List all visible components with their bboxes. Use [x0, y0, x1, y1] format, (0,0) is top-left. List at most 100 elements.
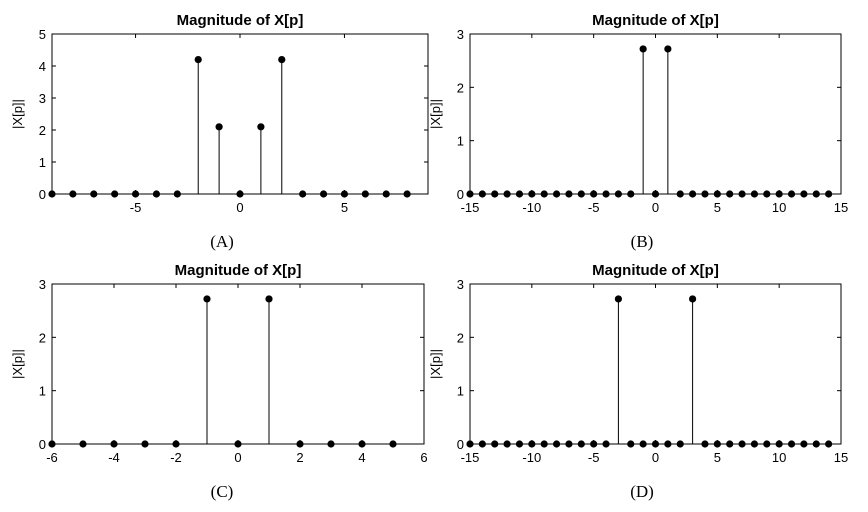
stem-marker	[763, 440, 771, 448]
y-tick-label: 4	[39, 59, 46, 74]
panel-caption: (B)	[630, 232, 654, 251]
chart-svg: Magnitude of X[p] |X[p]| -5 0 5 0 1 2 3 4 5	[10, 12, 429, 215]
y-tick-label: 0	[39, 187, 46, 202]
chart-panel: Magnitude of X[p] |X[p]| -15 -10 -5 0 5 10 15 0 1 2…	[428, 0, 868, 232]
stem-marker	[299, 190, 307, 198]
stem-marker	[215, 123, 223, 131]
y-tick-label: 1	[39, 155, 46, 170]
stem-marker	[651, 440, 660, 448]
panel-caption: (C)	[210, 482, 234, 501]
y-tick-label: 2	[457, 330, 464, 345]
x-tick-label: 0	[652, 450, 659, 465]
stem-marker	[172, 440, 180, 448]
stem-marker	[203, 295, 211, 303]
y-tick-label: 1	[39, 384, 46, 399]
stem-marker	[627, 190, 635, 198]
stem-marker	[775, 440, 783, 448]
stem-marker	[340, 190, 349, 198]
y-tick-label: 1	[457, 384, 464, 399]
stem-marker	[800, 440, 808, 448]
x-tick-label: 15	[834, 200, 848, 215]
stem-marker	[358, 440, 366, 448]
stem-marker	[689, 295, 697, 303]
stem-marker	[614, 295, 622, 303]
x-tick-label: 0	[234, 450, 241, 465]
stem-marker	[825, 440, 833, 448]
stem-marker	[131, 190, 140, 198]
stem-marker	[236, 190, 244, 198]
x-tick-label: 5	[714, 200, 721, 215]
stem-marker	[528, 440, 536, 448]
plot-frame	[51, 283, 425, 445]
chart-panel: Magnitude of X[p] |X[p]| -15 -10 -5 0 5 10 15 0 1 2…	[428, 254, 868, 486]
stem-marker	[825, 190, 833, 198]
x-tick-label: -15	[461, 450, 480, 465]
chart-panel: Magnitude of X[p] |X[p]| -5 0 5 0 1 2 3 4 5	[0, 0, 434, 232]
y-tick-label: 2	[39, 330, 46, 345]
stem-marker	[389, 440, 397, 448]
stem-marker	[738, 190, 746, 198]
stem-marker	[590, 190, 598, 198]
x-tick-label: 6	[420, 450, 427, 465]
stem-marker	[602, 440, 610, 448]
stem-marker	[403, 190, 411, 198]
y-tick-label: 2	[457, 80, 464, 95]
stem-marker	[664, 440, 672, 448]
chart-title: Magnitude of X[p]	[592, 12, 719, 29]
stem-marker	[110, 440, 118, 448]
stem-marker	[515, 440, 524, 448]
stem-marker	[738, 440, 746, 448]
x-tick-label: 10	[772, 450, 786, 465]
x-tick-label: -6	[46, 450, 58, 465]
stem-marker	[664, 45, 672, 53]
y-axis-label: |X[p]|	[10, 99, 25, 129]
stem-marker	[79, 440, 87, 448]
y-axis-label: |X[p]|	[428, 349, 443, 379]
x-tick-label: -10	[522, 450, 541, 465]
x-tick-label: -2	[170, 450, 182, 465]
x-tick-label: -4	[108, 450, 120, 465]
stem-marker	[726, 190, 734, 198]
stem-marker	[173, 190, 181, 198]
stem-marker	[478, 440, 486, 448]
stem-marker	[296, 440, 304, 448]
y-tick-label: 3	[457, 277, 464, 292]
y-tick-label: 0	[457, 437, 464, 452]
stem-marker	[382, 190, 390, 198]
chart-svg: Magnitude of X[p] |X[p]| -15 -10 -5 0 5 10 15 0 1 2…	[428, 12, 848, 215]
stem-marker	[528, 190, 536, 198]
stem-marker	[466, 190, 474, 198]
stem-marker	[361, 190, 369, 198]
stem-marker	[540, 190, 548, 198]
y-tick-label: 3	[39, 277, 46, 292]
x-tick-label: -5	[588, 200, 600, 215]
stem-marker	[627, 440, 635, 448]
stem-marker	[552, 190, 561, 198]
plot-frame	[469, 33, 842, 195]
stem-marker	[152, 190, 161, 198]
stem-marker	[319, 190, 328, 198]
stem-marker	[69, 190, 77, 198]
x-tick-label: 0	[652, 200, 659, 215]
stem-marker	[614, 190, 622, 198]
plot-frame	[469, 283, 842, 445]
stem-marker	[111, 190, 119, 198]
stem-marker	[602, 190, 610, 198]
stem-marker	[141, 440, 149, 448]
panel-caption: (A)	[210, 232, 234, 251]
stem-marker	[639, 440, 647, 448]
x-tick-label: -5	[588, 450, 600, 465]
x-tick-label: 5	[341, 200, 348, 215]
stem-marker	[194, 56, 202, 64]
stem-marker	[750, 190, 759, 198]
x-tick-label: -10	[522, 200, 541, 215]
stem-marker	[701, 440, 709, 448]
stem-marker	[639, 45, 647, 53]
stem-marker	[48, 440, 56, 448]
plot-frame	[51, 33, 429, 195]
chart-title: Magnitude of X[p]	[592, 262, 719, 279]
chart-panel: Magnitude of X[p] |X[p]| -6 -4 -2 0 2 4 6 0 1 2 3	[0, 254, 434, 486]
stem-marker	[713, 190, 721, 198]
stem-marker	[577, 190, 585, 198]
